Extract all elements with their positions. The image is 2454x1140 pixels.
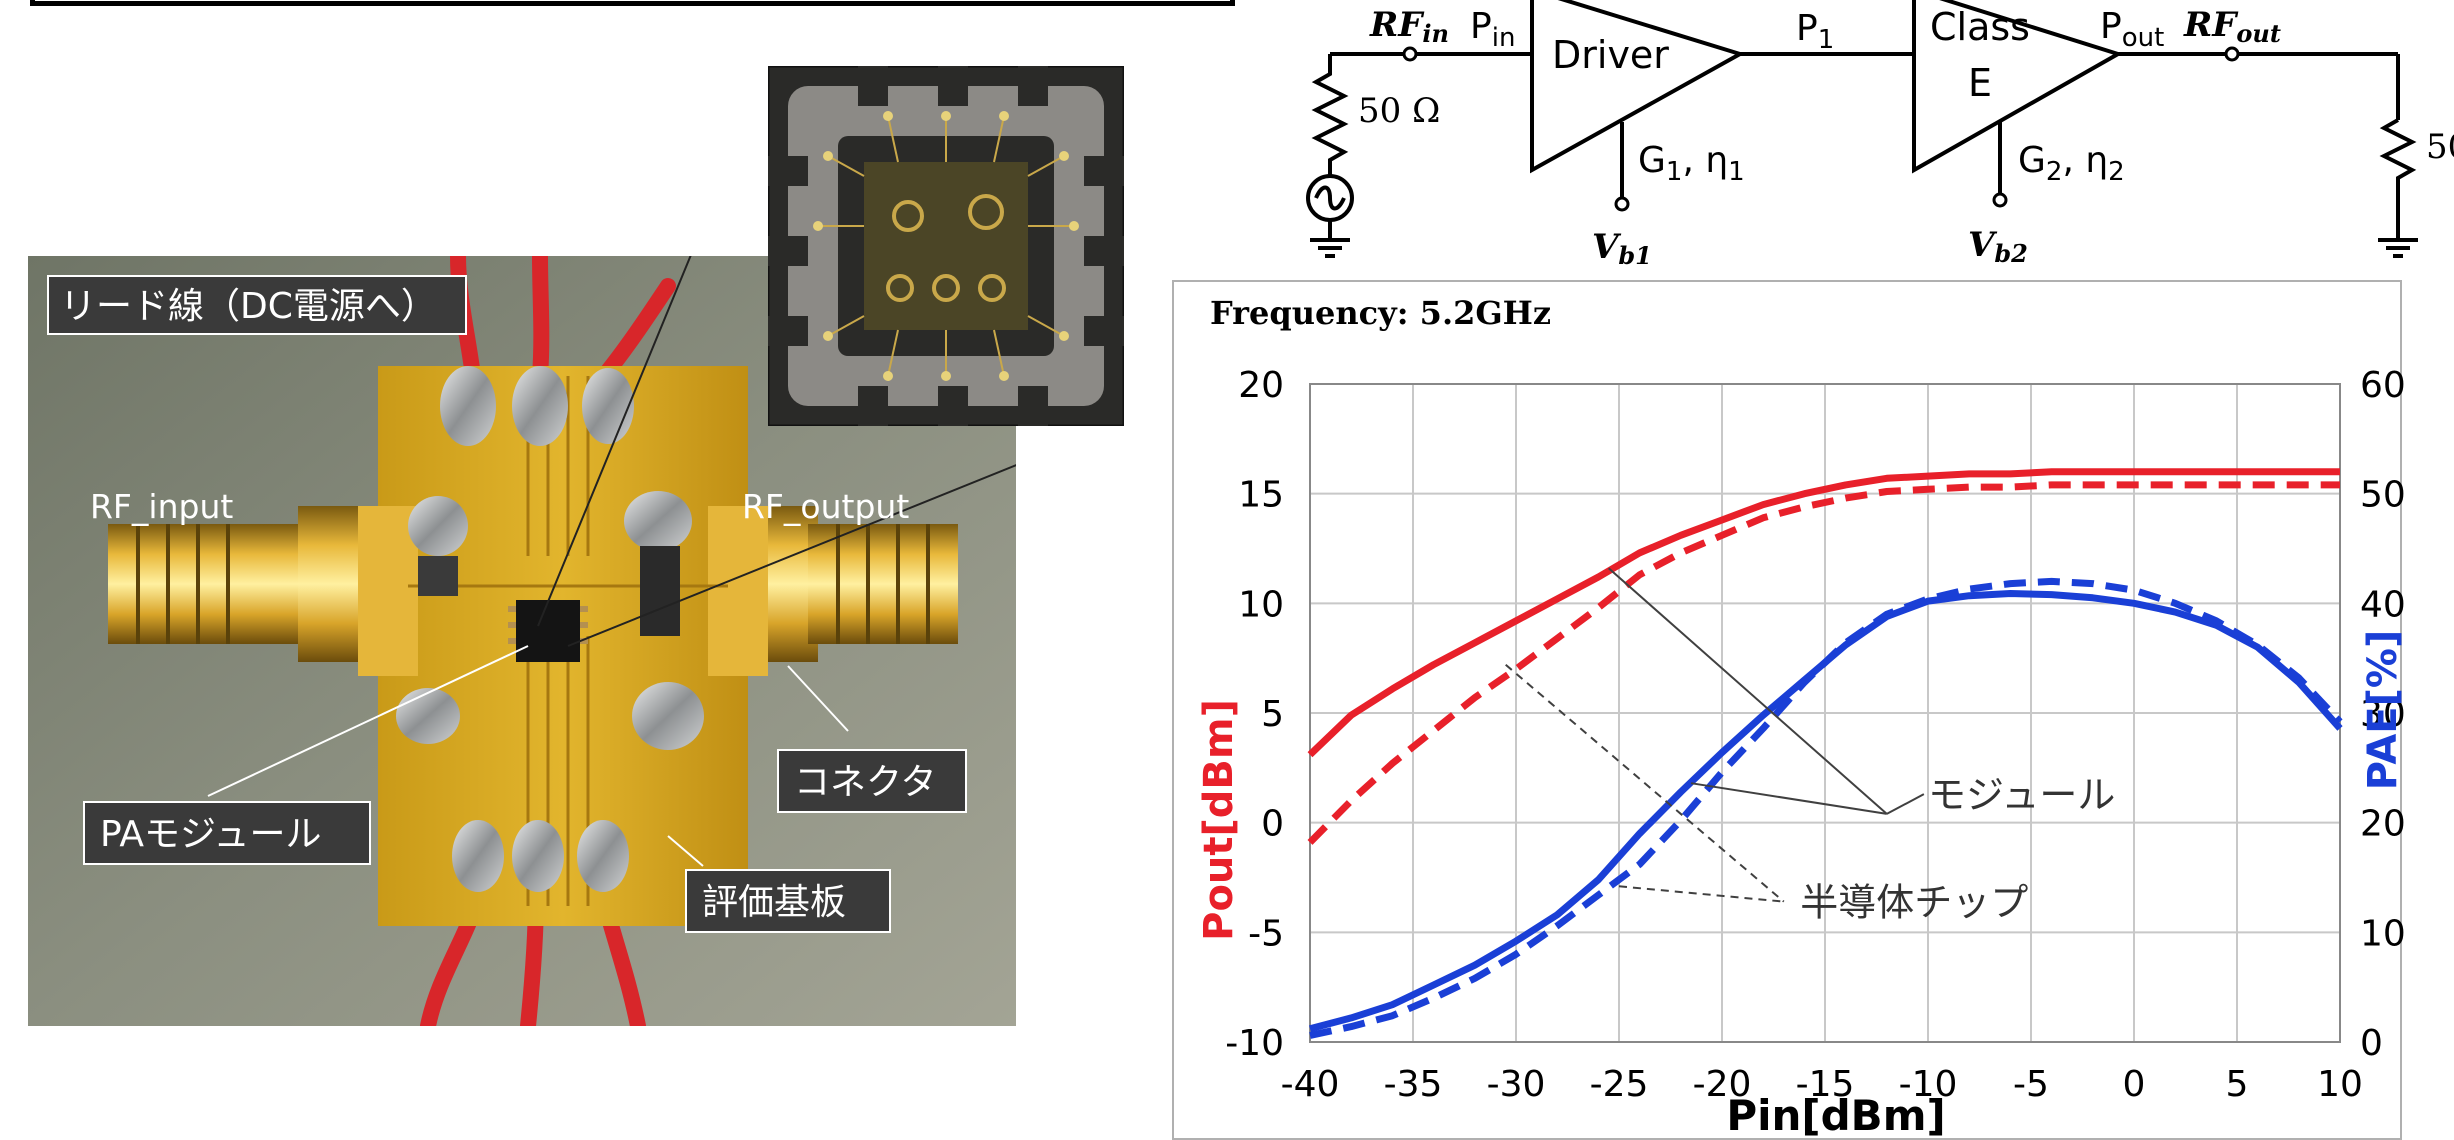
- y-axis-label: Pout[dBm]: [1196, 699, 1242, 941]
- lead-wire-label-box: [47, 275, 467, 335]
- r-left-label: 50 Ω: [1358, 91, 1440, 131]
- g2-label: G2, η2: [2018, 140, 2125, 187]
- x-tick-label: 0: [2123, 1064, 2146, 1105]
- y2-tick-label: 20: [2360, 804, 2406, 845]
- x-tick-label: 10: [2317, 1064, 2363, 1105]
- x-axis-ticks: -40 -35 -30 -25 -20 -15 -10 -5 0 5 10: [1281, 1064, 2363, 1105]
- x-tick-label: -15: [1796, 1064, 1855, 1105]
- series-line-pout_module: [1307, 468, 2340, 758]
- y2-tick-label: 50: [2360, 475, 2406, 516]
- p1-label: P1: [1796, 8, 1834, 55]
- connector-label-box: [777, 749, 967, 813]
- annotation-chip: 半導体チップ: [1800, 881, 2028, 925]
- class-e-label-2: E: [1968, 61, 1992, 105]
- r-right-label: 50 Ω: [2426, 127, 2454, 167]
- annotation-leader: [1690, 782, 1887, 815]
- annotation-leader: [1886, 793, 1925, 815]
- y2-tick-label: 60: [2360, 365, 2406, 406]
- annotation-leader: [1608, 567, 1888, 815]
- x-tick-label: -20: [1693, 1064, 1752, 1105]
- y2-axis-ticks: 60 50 40 30 20 10 0: [2360, 365, 2406, 1064]
- x-tick-label: -40: [1281, 1064, 1340, 1105]
- y2-tick-label: 40: [2360, 584, 2406, 625]
- x-tick-label: -10: [1899, 1064, 1958, 1105]
- y-tick-label: 0: [1261, 804, 1284, 845]
- vb1-node: [1614, 196, 1630, 212]
- pa-module-label-box: [83, 801, 371, 865]
- series-line-pout_chip: [1307, 481, 2340, 845]
- y-tick-label: 10: [1238, 584, 1284, 625]
- chart-frame: [1172, 280, 2402, 1140]
- chart-series: [1307, 468, 2343, 1039]
- driver-label: Driver: [1552, 33, 1669, 77]
- connector-label: コネクタ: [794, 762, 937, 803]
- eval-board-label: 評価基板: [702, 882, 846, 923]
- eval-board-label-box: [685, 869, 891, 933]
- rf-output-label: RF_output: [742, 487, 909, 526]
- x-tick-label: -35: [1384, 1064, 1443, 1105]
- series-line-pae_chip: [1309, 577, 2343, 1039]
- chart-grid: [1309, 383, 2341, 1043]
- lead-wire-label: リード線（DC電源へ）: [60, 286, 437, 327]
- vb2-node: [1992, 192, 2008, 208]
- top-frame-box: [30, 0, 1235, 6]
- rf-out-node: [2224, 46, 2240, 62]
- plot-area: [1309, 383, 2341, 1043]
- y2-tick-label: 0: [2360, 1023, 2383, 1064]
- vb1-label: Vb1: [1592, 227, 1652, 268]
- y-tick-label: 15: [1238, 475, 1284, 516]
- class-e-label-1: Class: [1930, 5, 2030, 49]
- rf-input-label: RF_input: [90, 487, 233, 526]
- pa-circuit-diagram: RFin Pin Driver P1 Class E Pout RFout 50…: [1306, 0, 2454, 268]
- pa-module-label: PAモジュール: [100, 814, 322, 855]
- g1-label: G1, η1: [1638, 140, 1745, 187]
- y-tick-label: 5: [1261, 694, 1284, 735]
- chart-title: Frequency: 5.2GHz: [1210, 294, 1551, 332]
- x-tick-label: -25: [1590, 1064, 1649, 1105]
- y-tick-label: -10: [1225, 1023, 1284, 1064]
- rf-in-label: RFin: [1369, 5, 1449, 48]
- vb2-label: Vb2: [1968, 225, 2028, 268]
- y-axis-ticks: 20 15 10 5 0 -5 -10: [1225, 365, 1284, 1064]
- p-out-label: Pout: [2100, 6, 2164, 53]
- y2-tick-label: 30: [2360, 694, 2406, 735]
- y-tick-label: 20: [1238, 365, 1284, 406]
- y2-axis-label: PAE[%]: [2360, 630, 2406, 791]
- rf-out-label: RFout: [2183, 5, 2281, 48]
- x-axis-label: Pin[dBm]: [1726, 1091, 1945, 1140]
- annotation-module: モジュール: [1928, 773, 2115, 817]
- chip-inset-photo: [768, 66, 1124, 426]
- annotation-leader: [1505, 663, 1785, 903]
- x-tick-label: -30: [1487, 1064, 1546, 1105]
- y-tick-label: -5: [1248, 913, 1284, 954]
- rf-in-node: [1402, 46, 1418, 62]
- p-in-label: Pin: [1470, 6, 1515, 53]
- y2-tick-label: 10: [2360, 913, 2406, 954]
- x-tick-label: 5: [2226, 1064, 2249, 1105]
- x-tick-label: -5: [2013, 1064, 2049, 1105]
